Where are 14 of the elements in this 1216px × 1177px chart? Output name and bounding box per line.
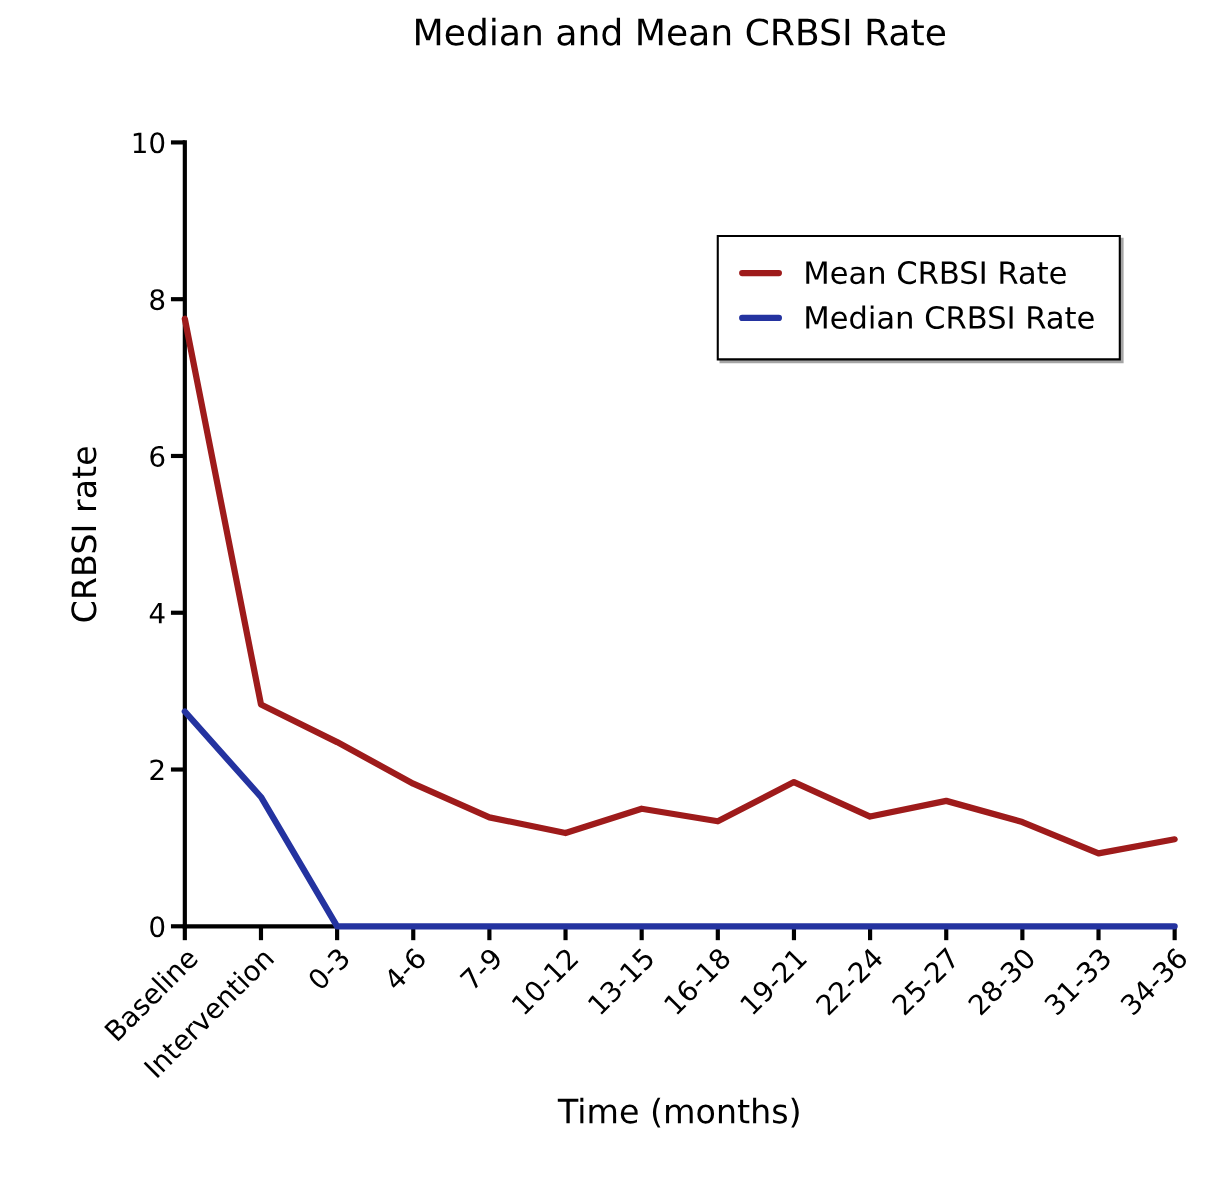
y-tick-label: 10 <box>133 132 165 154</box>
y-tick-label: 4 <box>149 603 165 624</box>
x-axis-title: Time (months) <box>557 1097 799 1128</box>
x-tick-label: 4-6 <box>382 946 428 992</box>
y-tick-label: 0 <box>150 916 165 938</box>
chart-title: Median and Mean CRBSI Rate <box>416 17 946 46</box>
y-tick-label: 2 <box>150 759 164 781</box>
x-tick-label: 0-3 <box>306 946 351 992</box>
x-tick-label: 7-9 <box>459 946 504 991</box>
y-tick-label: 8 <box>150 289 165 311</box>
legend-label: Median CRBSI Rate <box>806 305 1094 330</box>
y-tick-label: 6 <box>150 445 165 467</box>
legend-label: Mean CRBSI Rate <box>806 261 1066 285</box>
y-axis-title: CRBSI rate <box>71 447 97 622</box>
